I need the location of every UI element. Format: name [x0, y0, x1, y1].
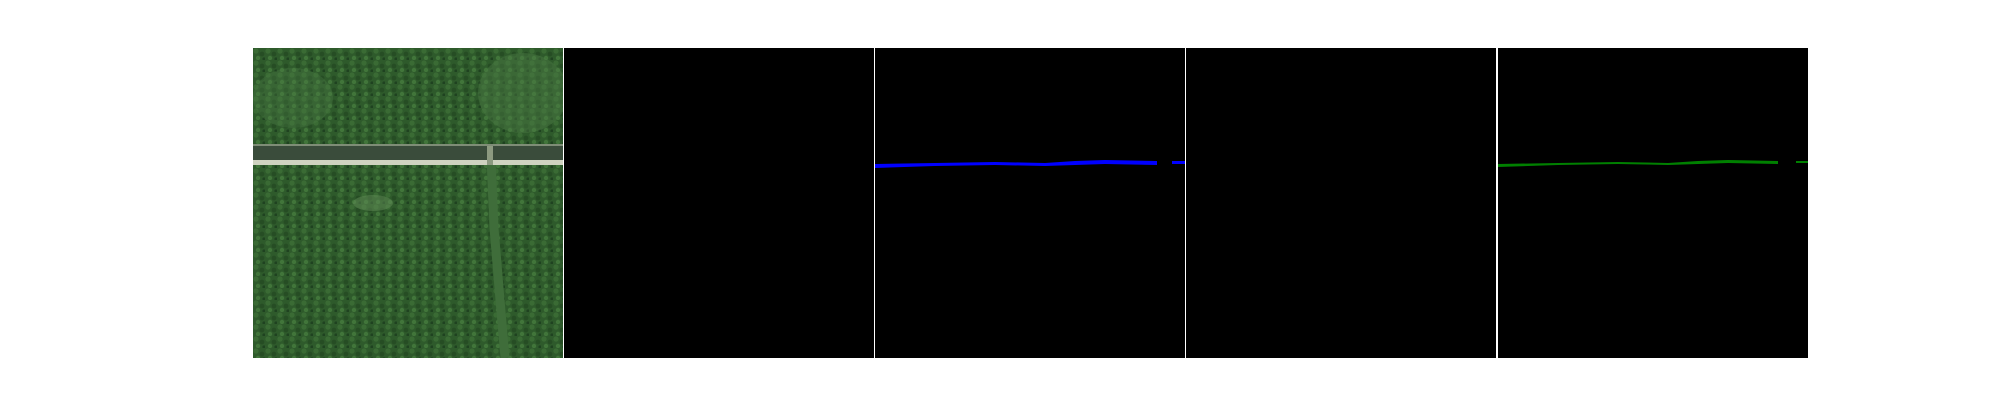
- road-surface: [253, 146, 563, 160]
- road-mask-blue-panel: [875, 48, 1185, 358]
- road-mask-blue: [875, 48, 1185, 358]
- aerial-image-panel: [253, 48, 563, 358]
- blue-road-segment: [875, 160, 1157, 168]
- clearing-patch: [353, 195, 393, 211]
- green-road-segment: [1796, 161, 1808, 163]
- empty-mask-2: [1186, 48, 1496, 358]
- forest-area: [253, 48, 563, 358]
- green-road-segment: [1498, 160, 1778, 167]
- empty-mask-panel-1: [564, 48, 874, 358]
- forest-trail: [486, 157, 510, 358]
- clearing-patch: [478, 53, 563, 133]
- road-edge: [253, 160, 563, 165]
- road-mask-green: [1498, 48, 1808, 358]
- empty-mask-1: [564, 48, 874, 358]
- clearing-patch: [253, 68, 333, 128]
- blue-road-segment: [1172, 161, 1185, 164]
- aerial-image: [253, 48, 563, 358]
- road-shoulder: [253, 144, 563, 146]
- road-mask-green-panel: [1498, 48, 1808, 358]
- empty-mask-panel-2: [1186, 48, 1496, 358]
- road-intersection: [487, 146, 493, 165]
